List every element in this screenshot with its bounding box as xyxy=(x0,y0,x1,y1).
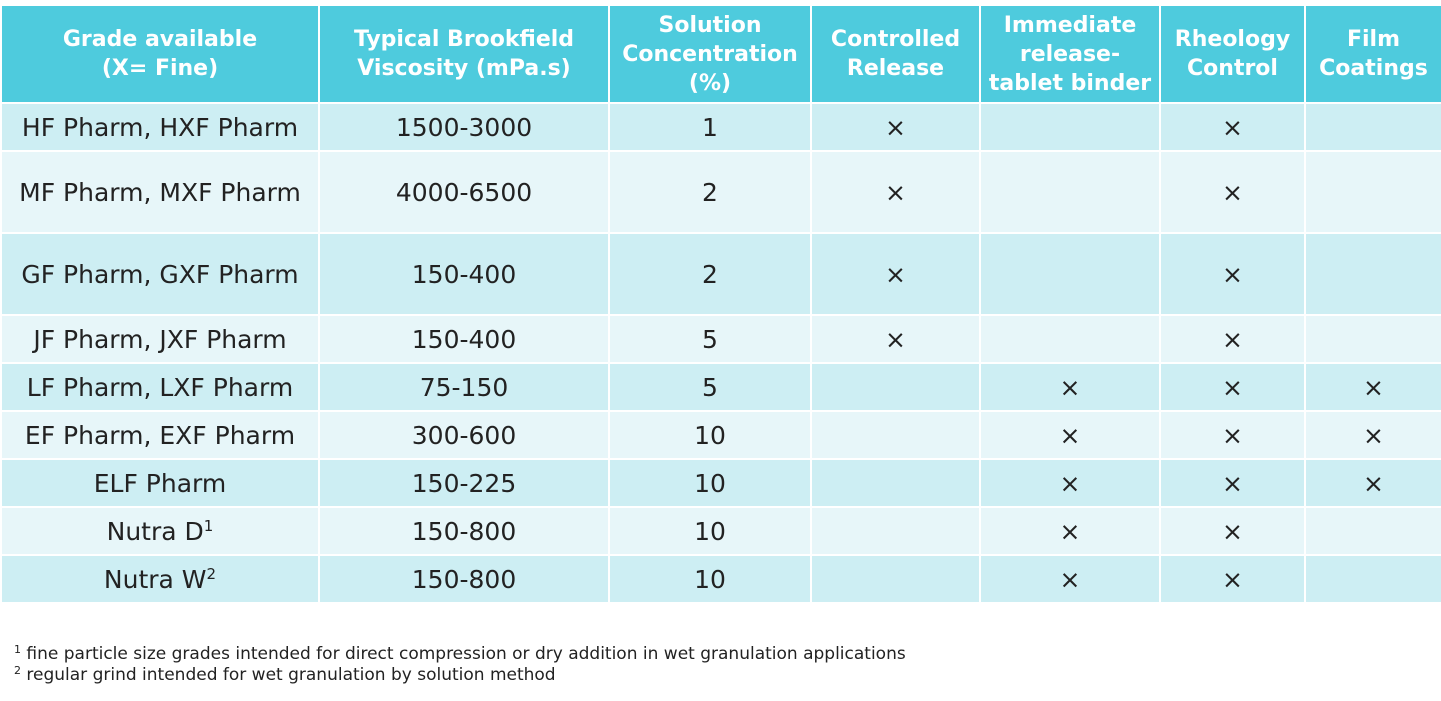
rheology-control-cell: × xyxy=(1159,362,1306,412)
table-row: JF Pharm, JXF Pharm 150-400 5 × × xyxy=(0,314,1441,364)
immediate-release-cell: × xyxy=(979,554,1161,604)
header-film-coatings: Film Coatings xyxy=(1304,4,1441,104)
immediate-release-cell xyxy=(979,232,1161,316)
table-row: ELF Pharm 150-225 10 × × × xyxy=(0,458,1441,508)
grade-cell: ELF Pharm xyxy=(0,458,320,508)
rheology-control-cell: × xyxy=(1159,554,1306,604)
grade-cell: Nutra W2 xyxy=(0,554,320,604)
header-controlled-release: Controlled Release xyxy=(810,4,981,104)
footnote-ref: 1 xyxy=(203,516,214,535)
grade-cell: LF Pharm, LXF Pharm xyxy=(0,362,320,412)
header-concentration: Solution Concentration (%) xyxy=(608,4,812,104)
rheology-control-cell: × xyxy=(1159,232,1306,316)
rheology-control-cell: × xyxy=(1159,150,1306,234)
film-coatings-cell: × xyxy=(1304,362,1441,412)
grade-name: Nutra D xyxy=(106,516,204,546)
immediate-release-cell: × xyxy=(979,362,1161,412)
header-viscosity: Typical Brookfield Viscosity (mPa.s) xyxy=(318,4,610,104)
header-rheology-control: Rheology Control xyxy=(1159,4,1306,104)
table-row: MF Pharm, MXF Pharm 4000-6500 2 × × xyxy=(0,150,1441,234)
immediate-release-cell: × xyxy=(979,410,1161,460)
rheology-control-cell: × xyxy=(1159,314,1306,364)
film-coatings-cell xyxy=(1304,314,1441,364)
table-row: GF Pharm, GXF Pharm 150-400 2 × × xyxy=(0,232,1441,316)
controlled-release-cell xyxy=(810,410,981,460)
immediate-release-cell xyxy=(979,314,1161,364)
rheology-control-cell: × xyxy=(1159,102,1306,152)
header-immediate-release: Immediate release-tablet binder xyxy=(979,4,1161,104)
viscosity-cell: 1500-3000 xyxy=(318,102,610,152)
footnote-1: 1 fine particle size grades intended for… xyxy=(14,644,906,665)
rheology-control-cell: × xyxy=(1159,458,1306,508)
grade-cell: MF Pharm, MXF Pharm xyxy=(0,150,320,234)
table-row: Nutra W2 150-800 10 × × xyxy=(0,554,1441,604)
viscosity-cell: 300-600 xyxy=(318,410,610,460)
footnote-marker: 2 xyxy=(14,664,21,677)
controlled-release-cell: × xyxy=(810,232,981,316)
controlled-release-cell xyxy=(810,554,981,604)
concentration-cell: 1 xyxy=(608,102,812,152)
footnote-text: regular grind intended for wet granulati… xyxy=(26,665,556,685)
viscosity-cell: 150-800 xyxy=(318,506,610,556)
film-coatings-cell xyxy=(1304,506,1441,556)
controlled-release-cell xyxy=(810,458,981,508)
viscosity-cell: 150-400 xyxy=(318,232,610,316)
header-grade: Grade available (X= Fine) xyxy=(0,4,320,104)
footnote-2: 2 regular grind intended for wet granula… xyxy=(14,665,906,686)
footnote-ref: 2 xyxy=(206,564,217,583)
grade-cell: GF Pharm, GXF Pharm xyxy=(0,232,320,316)
grade-cell: JF Pharm, JXF Pharm xyxy=(0,314,320,364)
controlled-release-cell: × xyxy=(810,314,981,364)
concentration-cell: 2 xyxy=(608,150,812,234)
table-row: EF Pharm, EXF Pharm 300-600 10 × × × xyxy=(0,410,1441,460)
viscosity-cell: 75-150 xyxy=(318,362,610,412)
concentration-cell: 10 xyxy=(608,410,812,460)
concentration-cell: 10 xyxy=(608,458,812,508)
controlled-release-cell xyxy=(810,506,981,556)
viscosity-cell: 150-400 xyxy=(318,314,610,364)
viscosity-cell: 4000-6500 xyxy=(318,150,610,234)
film-coatings-cell xyxy=(1304,554,1441,604)
concentration-cell: 10 xyxy=(608,554,812,604)
concentration-cell: 2 xyxy=(608,232,812,316)
grade-cell: EF Pharm, EXF Pharm xyxy=(0,410,320,460)
footnote-marker: 1 xyxy=(14,643,21,656)
header-row: Grade available (X= Fine) Typical Brookfi… xyxy=(0,4,1441,104)
viscosity-cell: 150-225 xyxy=(318,458,610,508)
table-row: Nutra D1 150-800 10 × × xyxy=(0,506,1441,556)
grade-cell: HF Pharm, HXF Pharm xyxy=(0,102,320,152)
immediate-release-cell xyxy=(979,102,1161,152)
immediate-release-cell xyxy=(979,150,1161,234)
footnotes: 1 fine particle size grades intended for… xyxy=(14,644,906,686)
film-coatings-cell xyxy=(1304,150,1441,234)
footnote-text: fine particle size grades intended for d… xyxy=(26,644,906,664)
concentration-cell: 10 xyxy=(608,506,812,556)
controlled-release-cell xyxy=(810,362,981,412)
grade-name: Nutra W xyxy=(103,564,207,594)
viscosity-cell: 150-800 xyxy=(318,554,610,604)
immediate-release-cell: × xyxy=(979,506,1161,556)
concentration-cell: 5 xyxy=(608,314,812,364)
concentration-cell: 5 xyxy=(608,362,812,412)
table-row: HF Pharm, HXF Pharm 1500-3000 1 × × xyxy=(0,102,1441,152)
controlled-release-cell: × xyxy=(810,150,981,234)
grade-cell: Nutra D1 xyxy=(0,506,320,556)
table-row: LF Pharm, LXF Pharm 75-150 5 × × × xyxy=(0,362,1441,412)
film-coatings-cell: × xyxy=(1304,458,1441,508)
film-coatings-cell xyxy=(1304,232,1441,316)
rheology-control-cell: × xyxy=(1159,410,1306,460)
grade-table: Grade available (X= Fine) Typical Brookfi… xyxy=(0,4,1441,604)
rheology-control-cell: × xyxy=(1159,506,1306,556)
immediate-release-cell: × xyxy=(979,458,1161,508)
controlled-release-cell: × xyxy=(810,102,981,152)
film-coatings-cell xyxy=(1304,102,1441,152)
film-coatings-cell: × xyxy=(1304,410,1441,460)
